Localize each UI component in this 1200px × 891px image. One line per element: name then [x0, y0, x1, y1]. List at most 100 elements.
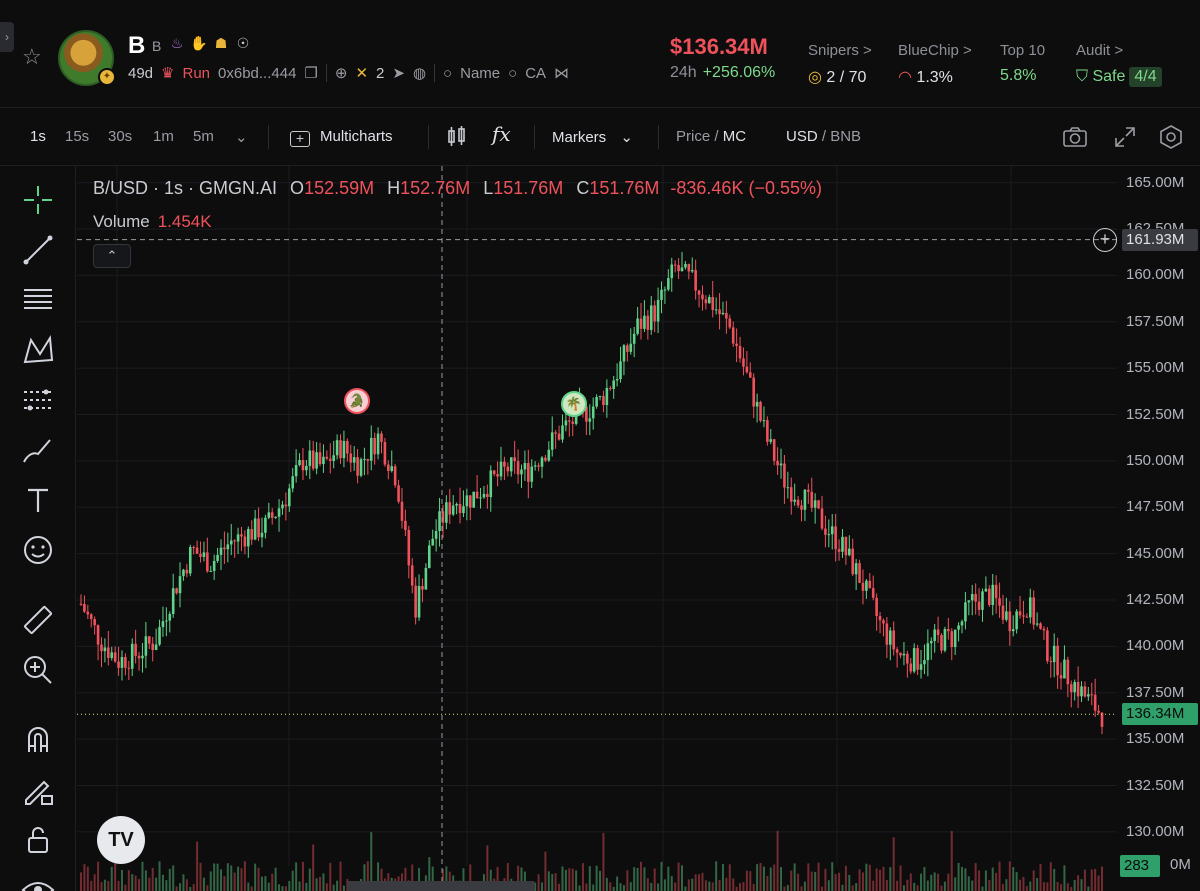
- contract-address[interactable]: 0x6bd...444: [218, 64, 297, 82]
- dev-sell-marker-icon[interactable]: 🐊: [344, 388, 370, 414]
- interval-15s[interactable]: 15s: [65, 128, 90, 145]
- candle-body: [233, 540, 236, 542]
- lock-drawing-icon[interactable]: [20, 772, 56, 808]
- snipers-label: Snipers >: [808, 42, 872, 59]
- candle-body: [325, 456, 329, 459]
- candle-body: [974, 594, 977, 602]
- candle-body: [646, 315, 650, 330]
- candle-body: [817, 500, 820, 509]
- indicators-icon[interactable]: fx: [492, 122, 511, 146]
- volume-bar: [657, 883, 660, 891]
- text-icon[interactable]: [20, 482, 56, 518]
- telegram-icon[interactable]: ➤: [392, 65, 405, 82]
- chevron-right-icon[interactable]: ›: [0, 22, 14, 52]
- crosshair-icon[interactable]: [20, 182, 56, 218]
- camera-icon[interactable]: [1062, 124, 1088, 150]
- copy-icon[interactable]: ❐: [304, 65, 318, 82]
- candles-icon[interactable]: [444, 124, 470, 150]
- volume-bar: [243, 861, 246, 891]
- sniper-icon: ☉: [236, 35, 250, 51]
- volume-bar: [295, 862, 298, 891]
- volume-bar: [708, 881, 711, 891]
- candle-body: [414, 585, 417, 618]
- volume-bar: [861, 872, 864, 891]
- volume-bar: [161, 874, 164, 891]
- candle-body: [783, 463, 786, 488]
- globe-icon[interactable]: ⊕: [334, 65, 348, 82]
- candle-body: [161, 621, 165, 628]
- unlock-icon[interactable]: [20, 822, 56, 858]
- pattern-icon[interactable]: [20, 332, 56, 368]
- interval-5m[interactable]: 5m: [193, 128, 214, 145]
- zoom-in-icon[interactable]: [20, 652, 56, 688]
- candle-body: [260, 532, 264, 538]
- change-value: -836.46K (−0.55%): [670, 178, 822, 198]
- fullscreen-icon[interactable]: [1112, 124, 1138, 150]
- chevron-up-icon[interactable]: ⌃: [93, 244, 131, 268]
- multicharts-button[interactable]: + Multicharts: [290, 128, 393, 147]
- volume-bar: [90, 880, 93, 891]
- volume-bar: [588, 866, 591, 891]
- candle-body: [171, 588, 175, 614]
- share-icon[interactable]: ⋈: [554, 65, 570, 82]
- fib-lines-icon[interactable]: [20, 282, 56, 318]
- magnet-icon[interactable]: [20, 722, 56, 758]
- candle-body: [704, 299, 708, 304]
- candle-body: [445, 502, 448, 523]
- audit-stat[interactable]: Audit > ⛉ Safe 4/4: [1076, 42, 1162, 87]
- candle-body: [195, 547, 199, 554]
- price-chart[interactable]: B/USD · 1s · GMGN.AI O152.59M H152.76M L…: [77, 166, 1200, 891]
- hand-icon: ✋: [190, 35, 208, 51]
- markers-dropdown[interactable]: Markers ⌄: [552, 128, 633, 146]
- snipers-stat[interactable]: Snipers > ◎ 2 / 70: [808, 42, 872, 87]
- candle-body: [243, 536, 247, 547]
- chevron-down-icon[interactable]: ⌄: [235, 129, 248, 146]
- volume-bar: [602, 832, 605, 891]
- emoji-icon[interactable]: [20, 532, 56, 568]
- price-mc-toggle[interactable]: Price / MC: [676, 128, 747, 145]
- dev-buy-marker-icon[interactable]: 🌴: [561, 391, 587, 417]
- trend-line-icon[interactable]: [20, 232, 56, 268]
- name-search-link[interactable]: Name: [460, 64, 501, 82]
- volume-bar: [995, 872, 998, 891]
- candle-body: [848, 548, 851, 556]
- candle-body: [192, 547, 195, 549]
- interval-1m[interactable]: 1m: [153, 128, 174, 145]
- candle-body: [93, 619, 96, 626]
- target-icon: ◎: [808, 69, 822, 86]
- ruler-icon[interactable]: [20, 602, 56, 638]
- candle-body: [301, 460, 305, 471]
- add-alert-icon[interactable]: +: [1093, 227, 1117, 252]
- candle-body: [970, 594, 974, 601]
- eye-icon[interactable]: [20, 872, 56, 891]
- volume-bar: [899, 865, 902, 891]
- time-scrollbar[interactable]: [347, 881, 535, 891]
- chart-link-icon[interactable]: ◍: [412, 65, 427, 82]
- candle-body: [120, 657, 124, 668]
- x-icon[interactable]: ✕: [355, 65, 369, 82]
- star-icon[interactable]: ☆: [22, 44, 42, 69]
- volume-price-tag: 283: [1120, 855, 1160, 877]
- candle-body: [919, 664, 923, 670]
- candle-body: [1069, 684, 1073, 693]
- volume-bar: [308, 868, 311, 891]
- candlestick-plot[interactable]: [77, 166, 1200, 891]
- volume-bar: [233, 872, 236, 891]
- brush-icon[interactable]: [20, 432, 56, 468]
- divider: [434, 64, 436, 82]
- interval-30s[interactable]: 30s: [108, 128, 133, 145]
- volume-bar: [622, 885, 625, 891]
- currency-toggle[interactable]: USD / BNB: [786, 128, 862, 145]
- volume-bar: [797, 873, 800, 891]
- volume-label: Volume: [93, 212, 150, 231]
- interval-1s[interactable]: 1s: [30, 128, 46, 145]
- candle-body: [363, 458, 366, 460]
- bluechip-stat[interactable]: BlueChip > ◠ 1.3%: [898, 42, 972, 87]
- settings-icon[interactable]: [1158, 124, 1184, 150]
- ca-search-link[interactable]: CA: [525, 64, 547, 82]
- volume-bar: [267, 882, 270, 891]
- volume-bar: [728, 864, 731, 891]
- forecast-icon[interactable]: [20, 382, 56, 418]
- candle-body: [595, 396, 598, 407]
- volume-bar: [933, 872, 936, 891]
